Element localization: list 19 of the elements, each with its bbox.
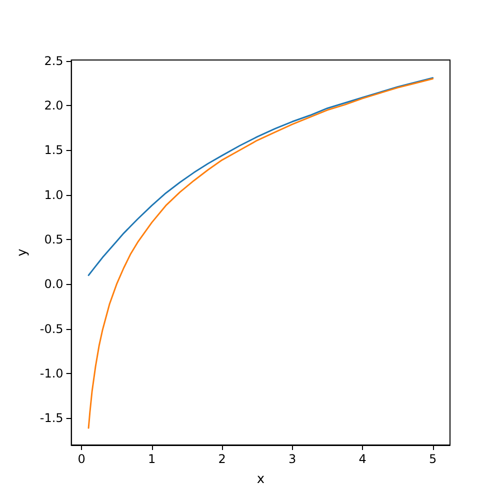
- y-tick-label: 2.5: [44, 54, 64, 68]
- x-tick-label: 5: [428, 452, 437, 466]
- y-tick-label: -1.5: [40, 411, 64, 426]
- y-tick-label: 1.0: [44, 188, 64, 202]
- y-tick-label: -0.5: [40, 322, 64, 336]
- y-axis-title: y: [15, 248, 30, 256]
- y-tick-label: 1.5: [44, 143, 64, 158]
- y-tick-label: 0.0: [44, 277, 64, 292]
- line-series: [88, 78, 434, 429]
- y-tick-label: 2.0: [44, 98, 64, 113]
- y-tick-label: -1.0: [40, 366, 64, 381]
- line-series: [88, 77, 434, 276]
- x-tick-label: 1: [148, 452, 156, 466]
- x-tick-label: 4: [358, 452, 366, 466]
- x-tick-label: 3: [288, 452, 296, 466]
- y-tick-label: 0.5: [44, 232, 64, 247]
- x-tick-label: 2: [218, 452, 226, 466]
- x-tick-label: 0: [78, 452, 86, 466]
- x-axis-title: x: [256, 472, 265, 487]
